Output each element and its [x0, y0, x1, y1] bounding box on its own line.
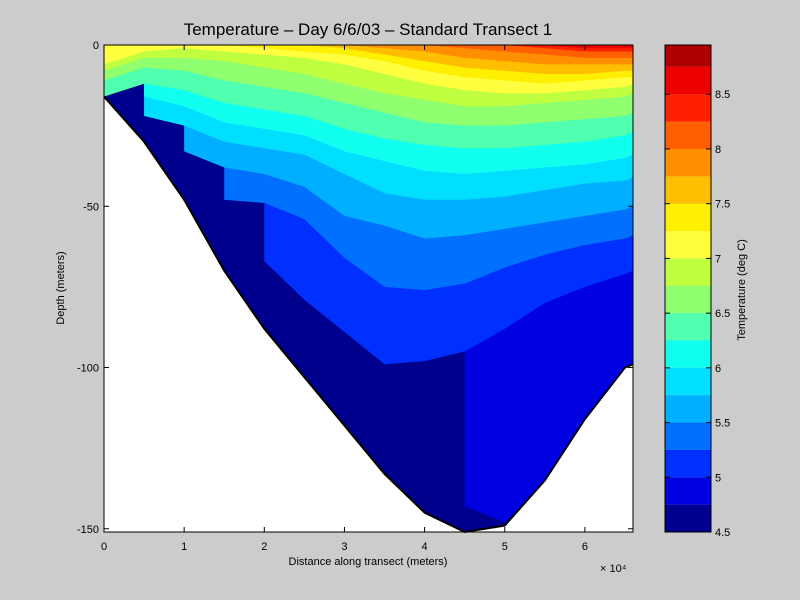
colorbar-tick-label: 7	[715, 253, 721, 265]
colorbar-tick-label: 6	[715, 363, 721, 375]
colorbar-band	[665, 258, 711, 286]
y-tick-label: -100	[77, 363, 99, 375]
y-tick-label: -150	[77, 524, 99, 536]
colorbar-tick-label: 5.5	[715, 418, 730, 430]
colorbar-band	[665, 340, 711, 368]
x-axis-label: Distance along transect (meters)	[289, 556, 448, 568]
x-tick-label: 1	[181, 541, 187, 553]
colorbar-tick-label: 6.5	[715, 308, 730, 320]
colorbar-band	[665, 66, 711, 95]
colorbar-band	[665, 504, 711, 532]
x-tick-label: 3	[341, 541, 347, 553]
plot-area: 0 1 2 3 4 5 6 0 -50 -100 -150	[77, 40, 634, 553]
colorbar-band	[665, 203, 711, 232]
seafloor-line	[103, 95, 634, 534]
colorbar-label: Temperature (deg C)	[736, 239, 748, 341]
colorbar-band	[665, 422, 711, 450]
chart-title: Temperature – Day 6/6/03 – Standard Tran…	[184, 20, 553, 39]
colorbar-tick-label: 8.5	[715, 89, 730, 101]
colorbar-tick-label: 8	[715, 144, 721, 156]
x-tick-label: 2	[261, 541, 267, 553]
colorbar-band	[665, 94, 711, 122]
colorbar-band	[665, 176, 711, 204]
colorbar-tick-label: 5	[715, 472, 721, 484]
colorbar-ticks: 4.5 5 5.5 6 6.5 7 7.5 8 8.5	[665, 89, 730, 539]
y-axis-ticks: 0 -50 -100 -150	[77, 40, 633, 536]
colorbar-band	[665, 231, 711, 259]
y-axis-label: Depth (meters)	[55, 251, 67, 324]
colorbar-bands	[665, 45, 711, 532]
x-tick-label: 4	[422, 541, 428, 553]
colorbar-band	[665, 367, 711, 396]
colorbar-band	[665, 477, 711, 505]
colorbar-band	[665, 395, 711, 423]
colorbar-tick-label: 7.5	[715, 199, 730, 211]
colorbar-band	[665, 148, 711, 177]
seafloor-mask	[104, 45, 633, 532]
x-tick-label: 5	[502, 541, 508, 553]
contour-band	[544, 45, 633, 49]
y-tick-label: 0	[93, 40, 99, 52]
colorbar: 4.5 5 5.5 6 6.5 7 7.5 8 8.5	[664, 44, 730, 539]
colorbar-tick-label: 4.5	[715, 527, 730, 539]
y-tick-label: -50	[83, 201, 99, 213]
x-tick-label: 0	[101, 541, 107, 553]
plot-frame	[103, 44, 634, 533]
contour-fill-layer	[104, 45, 634, 532]
x-axis-multiplier: × 10⁴	[600, 563, 627, 575]
seafloor-layer	[103, 45, 634, 534]
colorbar-band	[665, 285, 711, 314]
colorbar-band	[665, 45, 711, 67]
colorbar-band	[665, 313, 711, 341]
colorbar-band	[665, 449, 711, 478]
colorbar-frame	[664, 44, 712, 533]
x-axis-ticks: 0 1 2 3 4 5 6	[101, 45, 588, 553]
x-tick-label: 6	[582, 541, 588, 553]
colorbar-band	[665, 121, 711, 149]
